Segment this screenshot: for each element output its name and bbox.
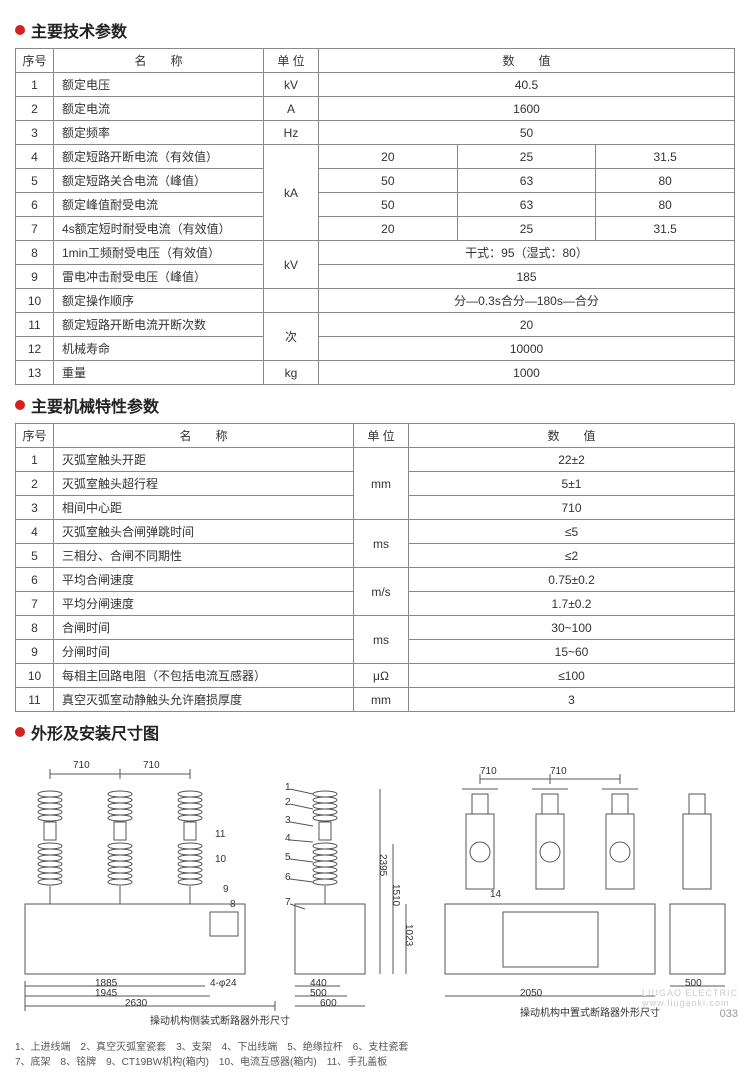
table-row: 13 重量 kg 1000 (16, 361, 735, 385)
label-11: 11 (215, 829, 225, 840)
table-row: 6 额定峰值耐受电流 50 63 80 (16, 193, 735, 217)
label-14: 14 (490, 889, 501, 900)
dim-2395: 2395 (377, 854, 388, 876)
table-mech-params: 序号 名 称 单 位 数 值 1 灭弧室触头开距 mm 22±2 2 灭弧室触头… (15, 423, 735, 712)
table-row: 6 平均合闸速度 m/s 0.75±0.2 (16, 568, 735, 592)
label-5: 5 (285, 852, 291, 863)
legend-text: 1、上进线端 2、真空灭弧室瓷套 3、支架 4、下出线端 5、绝缘拉杆 6、支柱… (15, 1038, 735, 1068)
table-tech-params: 序号 名 称 单 位 数 值 1 额定电压 kV 40.5 2 额定电流 A 1… (15, 48, 735, 385)
label-3: 3 (285, 815, 291, 826)
dim-710b: 710 (143, 760, 160, 771)
table-row: 11 额定短路开断电流开断次数 次 20 (16, 313, 735, 337)
dim-1945: 1945 (95, 988, 117, 999)
table-row: 4 灭弧室触头合闸弹跳时间 ms ≤5 (16, 520, 735, 544)
label-2: 2 (285, 797, 291, 808)
diagram-container: 710 710 1885 1945 2630 4-φ24 1 2 3 4 5 6… (15, 754, 735, 1034)
table-row: 8 合闸时间 ms 30~100 (16, 616, 735, 640)
cell-unit: kV (264, 73, 319, 97)
table-row: 11 真空灭弧室动静触头允许磨损厚度 mm 3 (16, 688, 735, 712)
table-row: 1 额定电压 kV 40.5 (16, 73, 735, 97)
table-row: 4 额定短路开断电流（有效值） kA 20 25 31.5 (16, 145, 735, 169)
section2-title-text: 主要机械特性参数 (31, 393, 159, 417)
label-1: 1 (285, 782, 291, 793)
cell-name: 额定电压 (54, 73, 264, 97)
th-no: 序号 (16, 49, 54, 73)
dim-r710b: 710 (550, 766, 567, 777)
section1-title: 主要技术参数 (15, 18, 735, 42)
table-row: 10 额定操作顺序 分—0.3s合分—180s—合分 (16, 289, 735, 313)
dim-2630: 2630 (125, 998, 147, 1009)
dim-710a: 710 (73, 760, 90, 771)
dim-2050: 2050 (520, 988, 542, 999)
dim-1023: 1023 (403, 924, 414, 946)
table-row: 9 雷电冲击耐受电压（峰值） 185 (16, 265, 735, 289)
caption-left: 操动机构侧装式断路器外形尺寸 (120, 1012, 320, 1027)
table-row: 12 机械寿命 10000 (16, 337, 735, 361)
dim-holes: 4-φ24 (210, 978, 237, 989)
table-row: 10 每相主回路电阻（不包括电流互感器） μΩ ≤100 (16, 664, 735, 688)
cell-unit-ka: kA (264, 145, 319, 241)
th-unit: 单 位 (264, 49, 319, 73)
label-10: 10 (215, 854, 226, 865)
section2-title: 主要机械特性参数 (15, 393, 735, 417)
engineering-diagram-icon (15, 754, 735, 1024)
page-number: 033 (720, 1008, 738, 1020)
table-row: 7 4s额定短时耐受电流（有效值） 20 25 31.5 (16, 217, 735, 241)
cell-val: 40.5 (319, 73, 735, 97)
table-row: 3 额定频率 Hz 50 (16, 121, 735, 145)
table-row: 2 额定电流 A 1600 (16, 97, 735, 121)
section1-title-text: 主要技术参数 (31, 18, 127, 42)
brand-watermark: LIUGAO ELECTRIC www.liugaoki.com (642, 988, 738, 1008)
bullet-icon (15, 25, 25, 35)
dim-600: 600 (320, 998, 337, 1009)
th-name: 名 称 (54, 49, 264, 73)
bullet-icon (15, 727, 25, 737)
section3-title-text: 外形及安装尺寸图 (31, 720, 159, 744)
dim-r710a: 710 (480, 766, 497, 777)
cell-no: 1 (16, 73, 54, 97)
cell-unit-kv: kV (264, 241, 319, 289)
table-row: 5 额定短路关合电流（峰值） 50 63 80 (16, 169, 735, 193)
dim-1510: 1510 (390, 884, 401, 906)
th-value: 数 值 (319, 49, 735, 73)
bullet-icon (15, 400, 25, 410)
table-header-row: 序号 名 称 单 位 数 值 (16, 49, 735, 73)
table-row: 1 灭弧室触头开距 mm 22±2 (16, 448, 735, 472)
label-6: 6 (285, 872, 291, 883)
section3-title: 外形及安装尺寸图 (15, 720, 735, 744)
cell-unit-ci: 次 (264, 313, 319, 361)
label-7: 7 (285, 897, 291, 908)
label-9: 9 (223, 884, 229, 895)
label-4: 4 (285, 833, 291, 844)
table-header-row: 序号 名 称 单 位 数 值 (16, 424, 735, 448)
label-8: 8 (230, 899, 236, 910)
table-row: 8 1min工频耐受电压（有效值） kV 干式：95（湿式：80） (16, 241, 735, 265)
